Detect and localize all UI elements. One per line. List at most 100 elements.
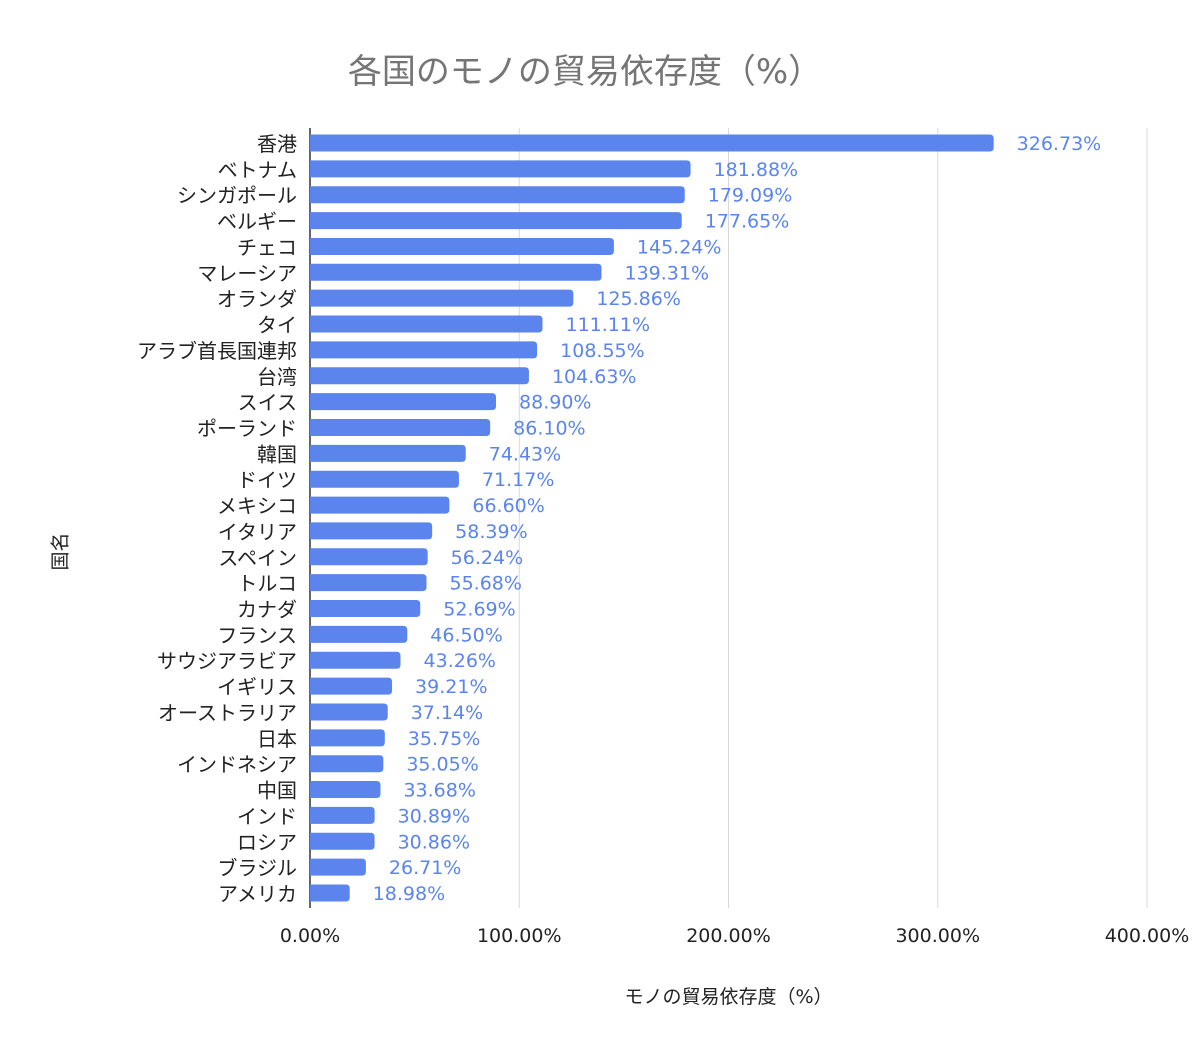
y-tick-label: イギリス bbox=[217, 675, 297, 699]
data-label: 139.31% bbox=[625, 262, 710, 284]
y-tick-label: フランス bbox=[217, 623, 297, 647]
bar bbox=[310, 832, 375, 850]
bar bbox=[310, 496, 450, 514]
y-tick-label: オーストラリア bbox=[158, 701, 297, 725]
y-tick-label: ベトナム bbox=[218, 158, 297, 182]
data-label: 33.68% bbox=[403, 780, 475, 802]
data-label: 86.10% bbox=[513, 417, 585, 439]
y-tick-label: カナダ bbox=[237, 598, 297, 622]
data-label: 58.39% bbox=[455, 521, 527, 543]
bar bbox=[310, 315, 543, 333]
data-label: 177.65% bbox=[705, 211, 790, 233]
y-tick-label: イタリア bbox=[218, 520, 297, 544]
bar bbox=[310, 884, 350, 902]
x-tick-label: 0.00% bbox=[280, 925, 340, 947]
data-label: 35.75% bbox=[408, 728, 480, 750]
y-tick-label: ロシア bbox=[237, 830, 297, 854]
y-tick-label: トルコ bbox=[237, 572, 297, 596]
data-label: 39.21% bbox=[415, 676, 487, 698]
bar bbox=[310, 393, 497, 411]
data-label: 181.88% bbox=[714, 159, 799, 181]
bar bbox=[310, 755, 384, 773]
data-label: 145.24% bbox=[637, 236, 722, 258]
data-label: 26.71% bbox=[389, 857, 461, 879]
y-axis-label: 国名 bbox=[49, 532, 72, 571]
bar bbox=[310, 858, 366, 876]
bar bbox=[310, 160, 691, 178]
x-tick-label: 300.00% bbox=[895, 925, 980, 947]
bar bbox=[310, 470, 459, 488]
y-tick-label: 日本 bbox=[257, 727, 297, 751]
y-tick-label: スペイン bbox=[218, 546, 297, 570]
data-label: 30.89% bbox=[398, 805, 470, 827]
bar bbox=[310, 548, 428, 566]
data-label: 55.68% bbox=[450, 573, 522, 595]
y-tick-label: インドネシア bbox=[177, 753, 297, 777]
bar bbox=[310, 341, 538, 359]
data-label: 46.50% bbox=[430, 624, 502, 646]
y-tick-label: オランダ bbox=[217, 287, 297, 311]
bar bbox=[310, 186, 685, 204]
y-tick-label: チェコ bbox=[237, 235, 297, 259]
bar bbox=[310, 289, 574, 307]
bar bbox=[310, 237, 614, 255]
bar bbox=[310, 574, 427, 592]
bar bbox=[310, 677, 393, 695]
data-label: 104.63% bbox=[552, 366, 637, 388]
y-tick-label: タイ bbox=[257, 313, 297, 337]
bar bbox=[310, 625, 408, 643]
data-label: 37.14% bbox=[411, 702, 483, 724]
y-tick-label: メキシコ bbox=[217, 494, 297, 518]
data-label: 30.86% bbox=[398, 831, 470, 853]
bar bbox=[310, 263, 602, 281]
y-tick-label: ポーランド bbox=[197, 416, 297, 440]
data-label: 52.69% bbox=[443, 599, 515, 621]
bar bbox=[310, 806, 375, 824]
bar bbox=[310, 600, 421, 618]
x-axis-label: モノの貿易依存度（%） bbox=[624, 986, 833, 1008]
y-tick-label: シンガポール bbox=[177, 184, 297, 208]
data-label: 18.98% bbox=[373, 883, 445, 905]
bar bbox=[310, 781, 381, 799]
x-tick-label: 100.00% bbox=[477, 925, 562, 947]
y-tick-label: インド bbox=[237, 804, 297, 828]
bar bbox=[310, 444, 466, 462]
y-tick-label: スイス bbox=[238, 391, 297, 415]
y-tick-label: ドイツ bbox=[237, 468, 297, 492]
bar bbox=[310, 522, 433, 540]
y-tick-label: アメリカ bbox=[218, 882, 297, 906]
bar bbox=[310, 729, 385, 747]
x-tick-label: 200.00% bbox=[686, 925, 771, 947]
y-tick-label: ベルギー bbox=[217, 210, 297, 234]
data-label: 326.73% bbox=[1017, 133, 1102, 155]
data-label: 88.90% bbox=[519, 392, 591, 414]
data-label: 66.60% bbox=[472, 495, 544, 517]
y-tick-label: 韓国 bbox=[257, 442, 297, 466]
data-label: 71.17% bbox=[482, 469, 554, 491]
data-label: 108.55% bbox=[560, 340, 645, 362]
y-tick-label: アラブ首長国連邦 bbox=[137, 339, 297, 363]
bar bbox=[310, 703, 388, 721]
x-tick-label: 400.00% bbox=[1105, 925, 1190, 947]
bar bbox=[310, 134, 994, 152]
bar bbox=[310, 418, 491, 436]
data-label: 179.09% bbox=[708, 185, 793, 207]
bar bbox=[310, 212, 682, 230]
data-label: 111.11% bbox=[565, 314, 650, 336]
data-label: 125.86% bbox=[596, 288, 681, 310]
chart-title: 各国のモノの貿易依存度（%） bbox=[347, 52, 823, 92]
y-tick-label: 中国 bbox=[257, 779, 297, 803]
y-tick-label: 台湾 bbox=[257, 365, 297, 389]
y-tick-label: 香港 bbox=[257, 132, 297, 156]
data-label: 56.24% bbox=[451, 547, 523, 569]
data-label: 43.26% bbox=[424, 650, 496, 672]
y-tick-label: ブラジル bbox=[217, 856, 297, 880]
data-label: 35.05% bbox=[406, 754, 478, 776]
data-label: 74.43% bbox=[489, 443, 561, 465]
bar bbox=[310, 651, 401, 669]
bar bbox=[310, 367, 529, 385]
y-tick-label: マレーシア bbox=[197, 261, 297, 285]
y-tick-label: サウジアラビア bbox=[157, 649, 297, 673]
